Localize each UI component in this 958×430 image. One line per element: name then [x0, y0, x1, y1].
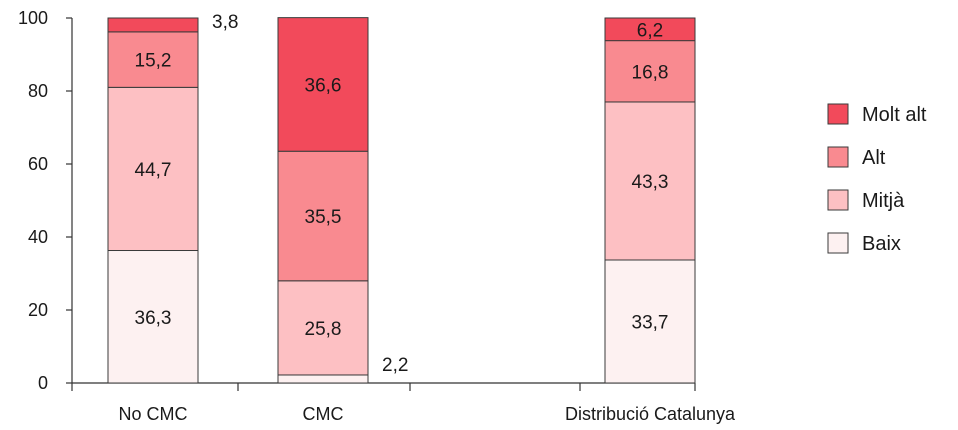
bars — [107, 17, 696, 384]
bar-segment-molt-alt — [107, 17, 199, 33]
y-tick-label: 100 — [18, 8, 48, 28]
legend-swatch — [827, 232, 849, 254]
x-category-label: Distribució Catalunya — [565, 404, 736, 424]
x-category-label: No CMC — [118, 404, 187, 424]
legend-label: Mitjà — [862, 190, 905, 212]
bar-segment-mitj- — [277, 280, 369, 376]
bar-segment-molt-alt — [604, 17, 696, 42]
data-label: 2,2 — [382, 355, 408, 376]
data-label: 25,8 — [305, 319, 342, 340]
data-label: 33,7 — [632, 312, 669, 333]
legend-swatch — [827, 189, 849, 211]
x-axis: No CMC CMC Distribució Catalunya — [71, 382, 736, 424]
y-tick-label: 20 — [28, 300, 48, 320]
y-tick-label: 80 — [28, 81, 48, 101]
data-label: 35,5 — [305, 207, 342, 228]
data-label: 36,3 — [135, 308, 172, 329]
legend-swatch — [827, 103, 849, 125]
legend-item: Baix — [827, 232, 901, 255]
y-tick-label: 40 — [28, 227, 48, 247]
legend-item: Molt alt — [827, 103, 927, 126]
legend-label: Molt alt — [862, 104, 927, 126]
data-label: 6,2 — [637, 20, 663, 41]
legend-item: Mitjà — [827, 189, 905, 212]
bar-segment-mitj- — [604, 101, 696, 261]
bar-segment-baix — [277, 374, 369, 384]
bar-segment-alt — [604, 40, 696, 103]
data-label: 15,2 — [135, 51, 172, 72]
segment-labels: 36,3 44,7 15,2 3,8 2,2 25,8 35,5 36,6 33,7 43,3 16… — [135, 12, 669, 376]
legend-label: Baix — [862, 233, 901, 255]
data-label: 16,8 — [632, 62, 669, 83]
legend-swatch — [827, 146, 849, 168]
bar-segment-baix — [604, 259, 696, 384]
data-label: 44,7 — [135, 160, 172, 181]
y-tick-label: 0 — [38, 373, 48, 393]
bar-segment-molt-alt — [277, 17, 369, 152]
bar-segment-alt — [107, 31, 199, 88]
bar-segment-mitj- — [107, 86, 199, 252]
legend: Molt alt Alt Mitjà Baix — [827, 103, 927, 255]
legend-label: Alt — [862, 147, 886, 169]
y-tick-label: 60 — [28, 154, 48, 174]
legend-item: Alt — [827, 146, 886, 169]
y-axis: 0 20 40 60 80 100 — [18, 8, 73, 393]
data-label: 3,8 — [212, 12, 238, 33]
x-category-label: CMC — [303, 404, 344, 424]
bar-segment-alt — [277, 150, 369, 282]
data-label: 36,6 — [305, 75, 342, 96]
bar-segment-baix — [107, 250, 199, 384]
data-label: 43,3 — [632, 172, 669, 193]
